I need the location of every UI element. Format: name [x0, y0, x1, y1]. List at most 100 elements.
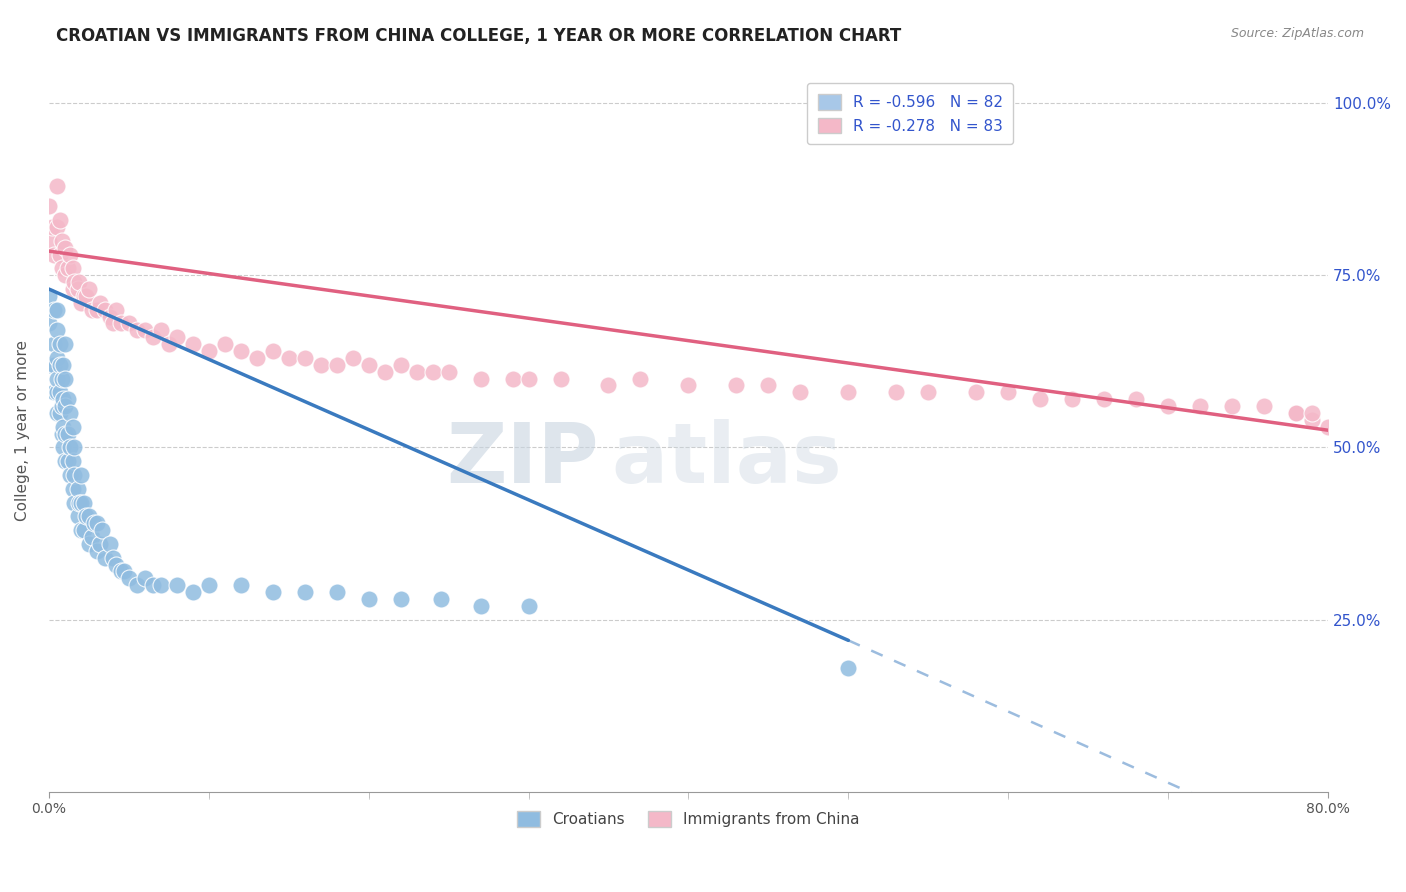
Point — [73, 495, 96, 509]
Point — [51, 234, 73, 248]
Point — [53, 241, 76, 255]
Point — [157, 337, 180, 351]
Point — [837, 661, 859, 675]
Point — [98, 537, 121, 551]
Point — [965, 385, 987, 400]
Point — [41, 219, 63, 234]
Point — [90, 523, 112, 537]
Point — [422, 365, 444, 379]
Point — [342, 351, 364, 365]
Point — [53, 426, 76, 441]
Point — [49, 337, 72, 351]
Point — [93, 302, 115, 317]
Point — [277, 351, 299, 365]
Point — [1092, 392, 1115, 407]
Point — [1301, 413, 1323, 427]
Point — [51, 371, 73, 385]
Point — [142, 330, 165, 344]
Point — [89, 537, 111, 551]
Point — [52, 392, 75, 407]
Point — [112, 565, 135, 579]
Point — [86, 302, 108, 317]
Point — [42, 302, 65, 317]
Point — [73, 523, 96, 537]
Point — [75, 509, 97, 524]
Point — [86, 544, 108, 558]
Point — [62, 261, 84, 276]
Point — [58, 247, 80, 261]
Point — [49, 385, 72, 400]
Point — [229, 578, 252, 592]
Point — [502, 371, 524, 385]
Point — [389, 358, 412, 372]
Point — [49, 213, 72, 227]
Point — [405, 365, 427, 379]
Point — [98, 310, 121, 324]
Point — [262, 344, 284, 359]
Point — [118, 571, 141, 585]
Point — [1189, 399, 1212, 413]
Point — [149, 578, 172, 592]
Text: atlas: atlas — [612, 418, 842, 500]
Point — [45, 219, 67, 234]
Point — [38, 234, 60, 248]
Text: Source: ZipAtlas.com: Source: ZipAtlas.com — [1230, 27, 1364, 40]
Point — [51, 399, 73, 413]
Point — [104, 302, 127, 317]
Point — [45, 371, 67, 385]
Point — [77, 509, 100, 524]
Point — [134, 323, 156, 337]
Point — [389, 592, 412, 607]
Point — [42, 247, 65, 261]
Point — [42, 358, 65, 372]
Point — [63, 275, 86, 289]
Point — [66, 282, 89, 296]
Point — [517, 599, 540, 613]
Point — [52, 419, 75, 434]
Point — [77, 537, 100, 551]
Point — [69, 468, 91, 483]
Legend: Croatians, Immigrants from China: Croatians, Immigrants from China — [509, 804, 868, 835]
Point — [134, 571, 156, 585]
Point — [678, 378, 700, 392]
Point — [997, 385, 1019, 400]
Point — [181, 585, 204, 599]
Point — [51, 426, 73, 441]
Point — [1285, 406, 1308, 420]
Point — [1220, 399, 1243, 413]
Point — [725, 378, 748, 392]
Point — [73, 289, 96, 303]
Point — [294, 351, 316, 365]
Point — [1125, 392, 1147, 407]
Point — [62, 419, 84, 434]
Point — [77, 282, 100, 296]
Point — [45, 302, 67, 317]
Point — [52, 441, 75, 455]
Point — [45, 351, 67, 365]
Point — [149, 323, 172, 337]
Point — [214, 337, 236, 351]
Point — [53, 371, 76, 385]
Point — [357, 358, 380, 372]
Point — [181, 337, 204, 351]
Point — [86, 516, 108, 531]
Text: ZIP: ZIP — [446, 418, 599, 500]
Point — [69, 523, 91, 537]
Point — [789, 385, 811, 400]
Point — [1029, 392, 1052, 407]
Point — [63, 441, 86, 455]
Point — [67, 495, 90, 509]
Point — [53, 454, 76, 468]
Point — [437, 365, 460, 379]
Point — [470, 371, 492, 385]
Point — [80, 302, 103, 317]
Point — [837, 385, 859, 400]
Point — [53, 268, 76, 283]
Point — [1301, 406, 1323, 420]
Point — [56, 454, 79, 468]
Point — [67, 275, 90, 289]
Point — [197, 578, 219, 592]
Point — [38, 358, 60, 372]
Point — [75, 289, 97, 303]
Point — [118, 317, 141, 331]
